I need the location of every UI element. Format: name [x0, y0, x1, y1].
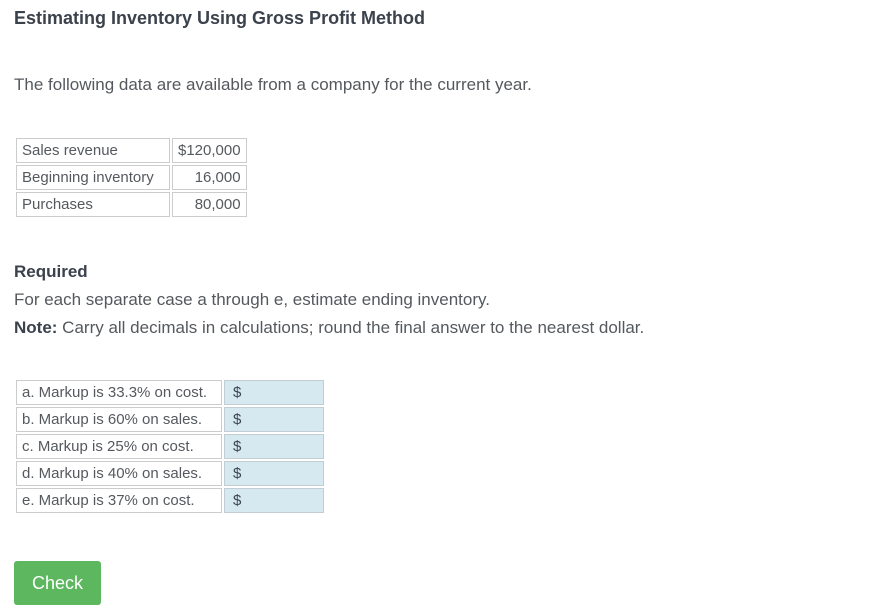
dollar-sign: $ — [233, 411, 242, 428]
table-row: Beginning inventory 16,000 — [16, 165, 247, 190]
dollar-sign: $ — [233, 438, 242, 455]
note-label: Note: — [14, 318, 58, 337]
data-row-label: Sales revenue — [16, 138, 170, 163]
answer-row: a. Markup is 33.3% on cost. $ — [16, 380, 324, 405]
dollar-sign: $ — [233, 492, 242, 509]
answer-cell[interactable]: $ — [224, 407, 324, 432]
note-line: Note: Carry all decimals in calculations… — [14, 314, 870, 342]
answer-table: a. Markup is 33.3% on cost. $ b. Markup … — [14, 378, 326, 515]
case-label: b. Markup is 60% on sales. — [16, 407, 222, 432]
check-button[interactable]: Check — [14, 561, 102, 605]
data-row-value: $120,000 — [172, 138, 247, 163]
answer-input[interactable] — [245, 437, 316, 456]
table-row: Sales revenue $120,000 — [16, 138, 247, 163]
page-title: Estimating Inventory Using Gross Profit … — [14, 8, 426, 28]
answer-input[interactable] — [245, 464, 316, 483]
instruction-text: For each separate case a through e, esti… — [14, 290, 490, 309]
answer-input[interactable] — [245, 383, 316, 402]
dollar-sign: $ — [233, 384, 242, 401]
company-data-table: Sales revenue $120,000 Beginning invento… — [14, 136, 249, 219]
case-label: a. Markup is 33.3% on cost. — [16, 380, 222, 405]
answer-row: e. Markup is 37% on cost. $ — [16, 488, 324, 513]
answer-row: d. Markup is 40% on sales. $ — [16, 461, 324, 486]
answer-input[interactable] — [245, 410, 316, 429]
data-row-value: 80,000 — [172, 192, 247, 217]
answer-cell[interactable]: $ — [224, 380, 324, 405]
data-row-label: Beginning inventory — [16, 165, 170, 190]
answer-cell[interactable]: $ — [224, 434, 324, 459]
answer-input[interactable] — [245, 491, 316, 510]
dollar-sign: $ — [233, 465, 242, 482]
company-data-rows: Sales revenue $120,000 Beginning invento… — [16, 138, 247, 217]
table-row: Purchases 80,000 — [16, 192, 247, 217]
case-label: e. Markup is 37% on cost. — [16, 488, 222, 513]
required-section: Required For each separate case a throug… — [14, 258, 870, 342]
answer-row: c. Markup is 25% on cost. $ — [16, 434, 324, 459]
answer-cell[interactable]: $ — [224, 488, 324, 513]
case-label: c. Markup is 25% on cost. — [16, 434, 222, 459]
required-heading: Required — [14, 262, 88, 281]
note-body: Carry all decimals in calculations; roun… — [57, 318, 645, 337]
intro-text: The following data are available from a … — [14, 75, 532, 94]
data-row-value: 16,000 — [172, 165, 247, 190]
answer-row: b. Markup is 60% on sales. $ — [16, 407, 324, 432]
answer-rows: a. Markup is 33.3% on cost. $ b. Markup … — [16, 380, 324, 513]
data-row-label: Purchases — [16, 192, 170, 217]
answer-cell[interactable]: $ — [224, 461, 324, 486]
case-label: d. Markup is 40% on sales. — [16, 461, 222, 486]
